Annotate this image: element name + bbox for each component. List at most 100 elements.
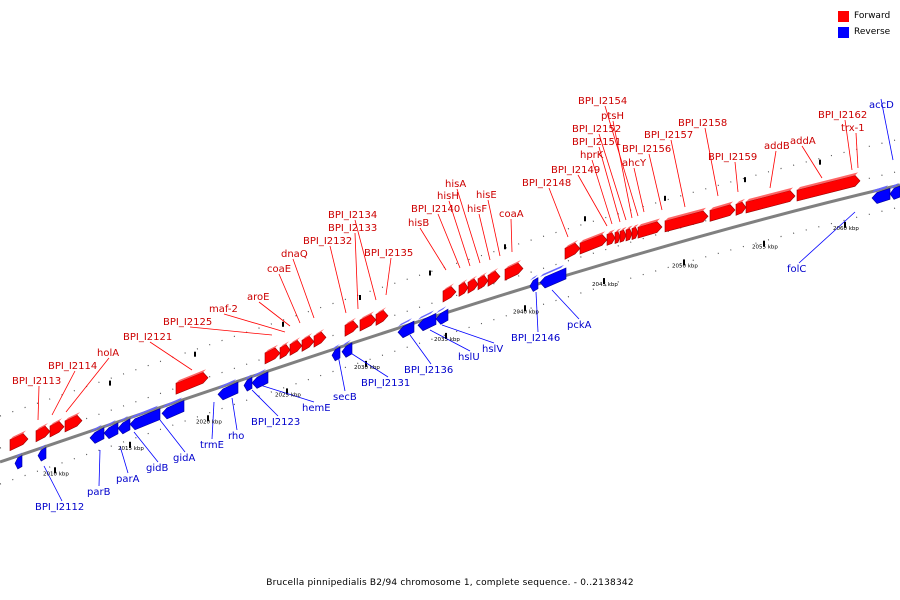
gene-label-coaa: coaA: [499, 209, 524, 220]
forward-gene-block: [442, 286, 457, 303]
scale-label: 2010 kbp: [43, 471, 69, 477]
minor-tick: [504, 244, 506, 250]
gene-bevel: [459, 279, 468, 286]
minor-tick: [282, 321, 284, 327]
gene-label-coae: coaE: [267, 264, 291, 275]
leader-line: [159, 419, 186, 453]
gene-bevel: [436, 306, 447, 314]
gene-bevel: [665, 207, 706, 221]
reverse-gene-block: [161, 399, 185, 420]
scale-tick: [129, 441, 131, 448]
gene-bevel: [872, 185, 888, 193]
gene-bevel: [488, 268, 499, 276]
minor-tick: [109, 380, 111, 386]
gene-bevel: [50, 418, 62, 426]
gene-bevel: [626, 225, 633, 230]
reverse-gene-block: [871, 187, 891, 204]
leader-line: [292, 258, 315, 319]
gene-label-bpi-i2132: BPI_I2132: [303, 236, 352, 247]
gene-bevel: [468, 275, 477, 283]
forward-gene-block: [313, 331, 327, 348]
gene-label-hslv: hslV: [482, 344, 503, 355]
map-caption: Brucella pinnipedialis B2/94 chromosome …: [266, 578, 634, 588]
scale-label: 2035 kbp: [434, 337, 460, 343]
reverse-gene-block: [89, 427, 105, 444]
gene-label-para: parA: [116, 474, 140, 485]
leader-line: [189, 326, 273, 336]
leader-line: [551, 289, 580, 320]
scale-tick: [365, 360, 367, 367]
gene-label-trme: trmE: [200, 440, 224, 451]
gene-label-addb: addB: [764, 141, 790, 152]
forward-gene-block: [579, 234, 608, 255]
minor-tick: [429, 270, 431, 276]
gene-bevel: [65, 412, 80, 421]
gene-label-bpi-i2146: BPI_I2146: [511, 333, 560, 344]
leader-line: [337, 354, 346, 392]
leader-line: [409, 334, 432, 365]
legend: Forward Reverse: [838, 8, 890, 40]
gene-bevel: [638, 218, 660, 228]
minor-tick: [664, 195, 666, 201]
leader-line: [734, 161, 739, 193]
forward-gene-block: [279, 344, 291, 360]
leader-line: [648, 153, 663, 211]
gene-label-bpi-i2156: BPI_I2156: [622, 144, 671, 155]
gene-label-bpi-i2114: BPI_I2114: [48, 361, 97, 372]
reverse-gene-block: [217, 381, 239, 401]
reverse-gene-block: [103, 422, 119, 440]
scale-tick: [683, 259, 685, 266]
leader-line: [119, 445, 129, 474]
gene-bevel: [38, 444, 46, 451]
leader-line: [577, 174, 608, 227]
leader-line: [612, 120, 633, 219]
gene-label-bpi-i2121: BPI_I2121: [123, 332, 172, 343]
gene-bevel: [746, 187, 793, 202]
scale-label: 2030 kbp: [354, 365, 380, 371]
leader-line: [354, 219, 377, 301]
leader-line: [478, 213, 491, 261]
leader-line: [223, 313, 286, 333]
leader-line: [231, 397, 238, 431]
scale-tick: [844, 221, 846, 228]
gene-label-rho: rho: [228, 431, 244, 442]
forward-gene-block: [49, 420, 65, 438]
scale-label: 2040 kbp: [513, 309, 539, 315]
gene-label-bpi-i2136: BPI_I2136: [404, 365, 453, 376]
reverse-gene-block: [539, 267, 567, 289]
leader-line: [98, 449, 101, 487]
leader-line: [535, 291, 539, 333]
gene-bevel: [90, 424, 102, 433]
gene-label-hish: hisH: [437, 191, 459, 202]
gene-bevel: [265, 344, 278, 353]
forward-gene-block: [301, 335, 315, 352]
forward-gene-block: [375, 309, 389, 326]
leader-line: [441, 324, 495, 344]
scale-label: 2045 kbp: [592, 282, 618, 288]
reverse-gene-block: [889, 185, 900, 200]
reverse-gene-block: [243, 376, 253, 392]
gene-label-trx-1: trx-1: [841, 123, 865, 134]
gene-bevel: [104, 419, 116, 428]
scale-tick: [603, 278, 605, 285]
gene-bevel: [710, 201, 733, 211]
leader-line: [633, 167, 645, 213]
gene-label-hslu: hslU: [458, 352, 480, 363]
gene-label-hisb: hisB: [408, 218, 429, 229]
reverse-gene-block: [37, 446, 47, 462]
leader-line: [448, 200, 471, 267]
leader-line: [329, 245, 347, 314]
forward-gene-block: [289, 339, 303, 356]
gene-bevel: [345, 317, 356, 326]
reverse-gene-block: [397, 320, 415, 339]
forward-gene-block: [9, 433, 29, 452]
scale-ticks: [54, 159, 846, 474]
gene-label-bpi-i2133: BPI_I2133: [328, 223, 377, 234]
gene-bevel: [620, 226, 627, 232]
gene-label-bpi-i2162: BPI_I2162: [818, 110, 867, 121]
gene-bevel: [290, 337, 301, 345]
leader-line: [354, 232, 359, 310]
legend-item-reverse: Reverse: [838, 24, 890, 40]
gene-label-parb: parB: [87, 487, 111, 498]
leader-line: [65, 357, 110, 413]
